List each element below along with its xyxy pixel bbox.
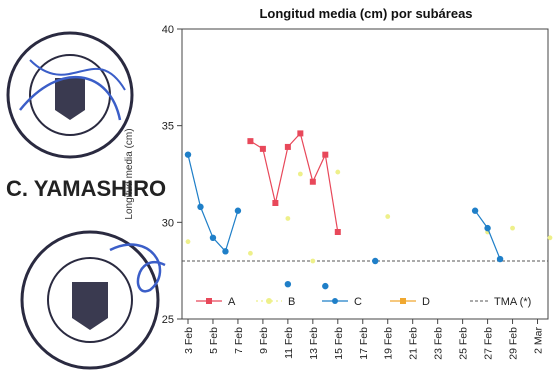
axes-group: 25 30 35 40 3 Feb 5 Feb 7 Feb 9 Feb 11 Feb 13 Feb…: [162, 24, 549, 360]
series-a-line: [250, 132, 339, 233]
x-tick-label: 27 Feb: [483, 327, 495, 360]
series-a-point: [284, 143, 291, 150]
series-b-point: [547, 235, 553, 241]
series-c-point: [372, 257, 379, 265]
series-c-point: [184, 151, 192, 158]
series-a-point: [297, 130, 304, 137]
x-tick-label: 17 Feb: [358, 327, 370, 360]
legend-swatch-marker: [206, 298, 212, 304]
series-c-point: [322, 282, 329, 290]
legend-swatch-marker: [332, 298, 338, 304]
x-tick-label: 11 Feb: [283, 327, 295, 359]
series-b-point: [310, 258, 316, 264]
x-tick-label: 5 Feb: [208, 327, 220, 354]
x-tick-label: 19 Feb: [383, 327, 395, 360]
series-b-point: [248, 250, 253, 256]
bottom-seal-stamp: [20, 230, 166, 370]
series-c-point: [496, 255, 504, 263]
plot-frame: [181, 28, 549, 320]
legend-label: A: [228, 296, 236, 308]
x-tick-label: 25 Feb: [458, 327, 470, 360]
series-a-point: [309, 178, 316, 185]
series-c-point: [284, 281, 292, 288]
x-tick-label: 2 Mar: [533, 327, 545, 354]
series-c-point: [222, 248, 229, 255]
series-b-point: [335, 169, 341, 175]
x-tick-label: 15 Feb: [333, 327, 345, 360]
legend-label: TMA (*): [494, 296, 531, 308]
x-tick-label: 9 Feb: [258, 327, 270, 354]
x-tick-label: 23 Feb: [433, 327, 445, 360]
y-axis-label: Longitud media (cm): [124, 128, 135, 219]
series-a-point: [259, 145, 266, 152]
x-tick-label: 29 Feb: [508, 327, 520, 360]
series-b-point: [385, 214, 391, 219]
series-b-point: [510, 225, 515, 231]
series-a-point: [334, 229, 341, 235]
legend-label: D: [422, 296, 430, 308]
series-a-point: [322, 151, 329, 158]
legend: A B C D TMA (*): [196, 296, 531, 308]
legend-swatch-marker: [400, 298, 406, 304]
series-c-point: [234, 207, 242, 214]
y-tick-label: 40: [162, 24, 174, 36]
series-b-point: [185, 239, 191, 245]
stamps-layer: C. YAMASHIRO: [6, 31, 166, 370]
y-tick-label: 30: [162, 217, 174, 229]
series-c-point: [484, 224, 491, 232]
x-tick-label: 3 Feb: [183, 327, 195, 354]
series-c-point: [471, 207, 479, 214]
series-b-point: [297, 171, 303, 177]
signature-name: C. YAMASHIRO: [6, 176, 166, 201]
series-marks: [184, 130, 553, 290]
series-a-point: [272, 200, 279, 206]
legend-label: C: [354, 296, 362, 308]
legend-label: B: [288, 296, 295, 308]
chart-title: Longitud media (cm) por subáreas: [259, 6, 472, 21]
series-b-point: [285, 216, 291, 221]
legend-swatch-marker: [266, 298, 272, 304]
x-tick-label: 13 Feb: [308, 327, 320, 360]
series-a-point: [247, 138, 254, 145]
series-c-point: [197, 203, 204, 211]
top-seal-stamp: [6, 31, 134, 159]
series-c-point: [209, 234, 217, 241]
x-tick-label: 21 Feb: [408, 327, 420, 360]
y-tick-label: 25: [162, 314, 174, 326]
x-tick-label: 7 Feb: [233, 327, 245, 354]
series-c-line: [474, 210, 501, 260]
y-tick-label: 35: [162, 121, 174, 133]
